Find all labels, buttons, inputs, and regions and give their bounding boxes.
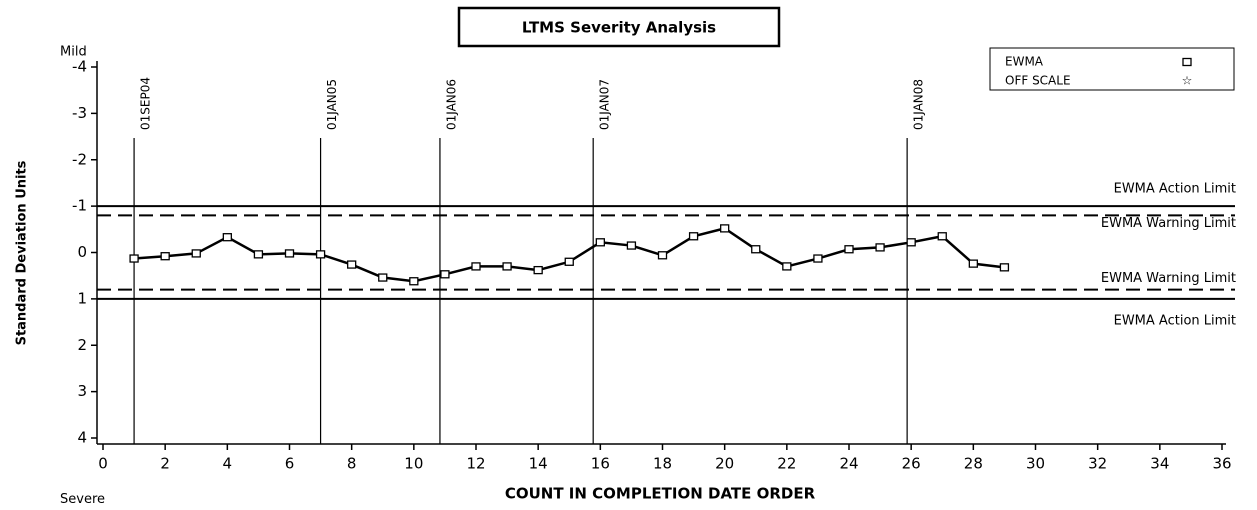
- data-point: [720, 224, 730, 233]
- y-top-note: Mild: [60, 45, 87, 60]
- y-tick-label: -1: [72, 197, 87, 215]
- legend-marker: ☆: [1182, 74, 1193, 88]
- data-point: [347, 260, 357, 269]
- data-point: [378, 273, 388, 282]
- data-point: [906, 238, 916, 247]
- limit-label: EWMA Action Limit: [1114, 182, 1236, 197]
- data-point: [564, 257, 574, 266]
- date-label: 01JAN05: [325, 79, 339, 130]
- y-bottom-note: Severe: [60, 492, 105, 506]
- legend-marker: [1182, 57, 1192, 67]
- legend-label: OFF SCALE: [1005, 74, 1071, 88]
- x-tick-label: 32: [1088, 455, 1107, 473]
- chart-title: LTMS Severity Analysis: [522, 19, 716, 37]
- x-tick-label: 4: [223, 455, 233, 473]
- data-point: [875, 243, 885, 252]
- data-point: [657, 251, 668, 260]
- date-label: 01JAN08: [912, 79, 926, 130]
- data-point: [782, 262, 792, 271]
- legend-box: [989, 47, 1235, 91]
- x-tick-label: 10: [404, 455, 423, 473]
- x-axis-label: COUNT IN COMPLETION DATE ORDER: [505, 485, 816, 503]
- data-point: [502, 262, 512, 271]
- data-point: [751, 245, 761, 254]
- y-tick-label: 4: [77, 429, 87, 447]
- data-point: [315, 250, 326, 259]
- y-axis-label: Standard Deviation Units: [15, 160, 30, 345]
- x-tick-label: 14: [529, 455, 548, 473]
- data-point: [968, 259, 978, 268]
- x-tick-label: 28: [964, 455, 983, 473]
- data-point: [191, 249, 201, 258]
- x-tick-label: 6: [285, 455, 295, 473]
- x-tick-label: 26: [902, 455, 921, 473]
- data-point: [222, 233, 232, 242]
- data-point: [533, 265, 543, 275]
- data-point: [409, 277, 419, 286]
- data-point: [471, 262, 481, 271]
- date-label: 01SEP04: [139, 77, 153, 130]
- x-tick-label: 8: [347, 455, 357, 473]
- data-point: [284, 249, 295, 258]
- data-point: [129, 254, 139, 263]
- x-tick-label: 24: [839, 455, 858, 473]
- limit-label: EWMA Action Limit: [1114, 313, 1236, 328]
- data-point: [160, 252, 170, 261]
- limit-label: EWMA Warning Limit: [1101, 216, 1236, 231]
- x-tick-label: 16: [591, 455, 610, 473]
- x-tick-label: 34: [1150, 455, 1169, 473]
- y-tick-label: -2: [72, 150, 87, 168]
- title-box: [457, 6, 781, 48]
- y-tick-label: 1: [77, 289, 87, 307]
- data-point: [937, 232, 947, 241]
- data-point: [688, 232, 699, 241]
- x-tick-label: 20: [715, 455, 734, 473]
- y-tick-label: 0: [77, 243, 87, 261]
- x-tick-label: 22: [777, 455, 796, 473]
- legend-label: EWMA: [1005, 55, 1044, 69]
- data-point: [844, 245, 854, 254]
- y-tick-label: -3: [72, 104, 87, 122]
- x-tick-label: 2: [160, 455, 170, 473]
- data-point: [595, 238, 605, 247]
- limit-label: EWMA Warning Limit: [1101, 271, 1236, 286]
- data-point: [626, 241, 637, 250]
- y-tick-label: 3: [77, 382, 87, 400]
- data-point: [440, 270, 450, 279]
- x-tick-label: 12: [466, 455, 485, 473]
- y-tick-label: 2: [77, 336, 87, 354]
- date-label: 01JAN06: [444, 79, 458, 130]
- y-tick-label: -4: [72, 58, 87, 76]
- data-point: [813, 254, 823, 263]
- x-tick-label: 30: [1026, 455, 1045, 473]
- x-tick-label: 36: [1212, 455, 1231, 473]
- series-line: [133, 227, 1005, 283]
- data-point: [999, 263, 1010, 272]
- x-tick-label: 18: [653, 455, 672, 473]
- date-label: 01JAN07: [598, 79, 612, 130]
- x-tick-label: 0: [98, 455, 108, 473]
- data-point: [253, 250, 264, 259]
